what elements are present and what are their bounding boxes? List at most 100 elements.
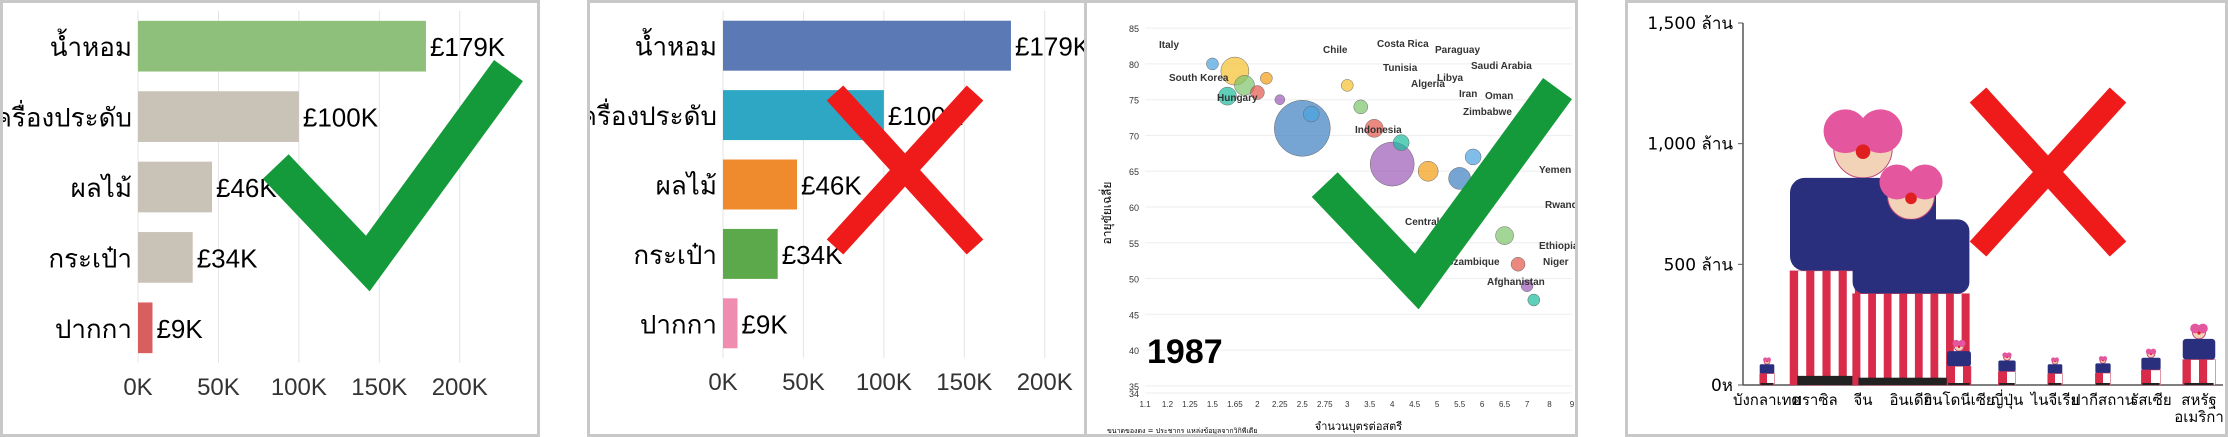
country-label: Algeria bbox=[1411, 79, 1445, 90]
x-tick-label: 5.5 bbox=[1454, 400, 1466, 409]
country-label: Costa Rica bbox=[1377, 39, 1429, 50]
clown-nose bbox=[1855, 144, 1871, 159]
clown-figure-icon bbox=[1759, 357, 1775, 386]
y-tick-label: 1,500 ล้าน bbox=[1647, 14, 1733, 34]
bubble bbox=[1341, 79, 1354, 92]
bar bbox=[138, 232, 193, 283]
clown-hair bbox=[1766, 357, 1771, 362]
country-label: Ethiopia bbox=[1539, 241, 1578, 252]
clown-figure-icon bbox=[2182, 323, 2216, 386]
clown-hair bbox=[1907, 164, 1943, 200]
value-label: £46K bbox=[801, 171, 862, 201]
clown-hair bbox=[2102, 356, 2108, 361]
clown-stripe bbox=[1961, 293, 1970, 385]
clown-shirt bbox=[2182, 338, 2216, 360]
clown-hair bbox=[2002, 352, 2008, 358]
clown-shirt bbox=[2141, 357, 2161, 370]
clown-nose bbox=[2006, 356, 2008, 359]
country-label: Central no bbox=[1405, 217, 1454, 228]
category-label: เครื่องประดับ bbox=[590, 98, 717, 132]
y-tick-label: 70 bbox=[1129, 131, 1139, 141]
x-tick-label: 1.5 bbox=[1207, 400, 1219, 409]
clown-nose bbox=[2150, 353, 2152, 356]
y-tick-label: 45 bbox=[1129, 310, 1139, 320]
x-tick-label: 100K bbox=[271, 374, 327, 401]
check-mark-icon bbox=[1311, 78, 1572, 310]
clown-hair bbox=[2145, 348, 2152, 355]
bubble bbox=[1510, 256, 1526, 272]
country-label: Oman bbox=[1485, 91, 1513, 102]
x-tick-label: 9 bbox=[1570, 400, 1575, 409]
category-label: กระเป๋า bbox=[633, 241, 717, 271]
year-label: 1987 bbox=[1147, 333, 1223, 371]
category-label: ไนจีเรีย bbox=[2030, 391, 2080, 409]
x-tick-label: 50K bbox=[197, 374, 240, 401]
clown-stripe bbox=[1899, 293, 1908, 385]
clown-shoes bbox=[1858, 377, 1964, 385]
clown-stripe bbox=[1822, 270, 1831, 385]
bar bbox=[723, 20, 1011, 71]
clown-hair bbox=[2006, 352, 2012, 358]
x-tick-label: 3.5 bbox=[1364, 400, 1376, 409]
clown-stripe bbox=[2141, 369, 2151, 385]
check-mark-icon bbox=[262, 60, 523, 292]
x-tick-label: 6.5 bbox=[1499, 400, 1511, 409]
value-label: £179K bbox=[430, 32, 506, 62]
clown-shirt bbox=[2095, 363, 2111, 374]
category-label: บราซิล bbox=[1792, 391, 1837, 409]
country-label: Niger bbox=[1543, 257, 1569, 268]
country-label: Hungary bbox=[1217, 93, 1258, 104]
bar-chart-bad: 0K 50K 100K 150K 200K น้ำหอม £179K เครื่องประดั… bbox=[590, 11, 1091, 396]
bar bbox=[138, 20, 426, 72]
category-label: น้ำหอม bbox=[635, 28, 717, 63]
x-tick-label: 200K bbox=[432, 374, 488, 401]
x-tick-label: 200K bbox=[1017, 369, 1073, 396]
clown-stripe bbox=[1962, 366, 1971, 385]
country-label: Afghanistan bbox=[1487, 277, 1545, 288]
x-tick-label: 100K bbox=[856, 369, 912, 396]
clown-stripe bbox=[1806, 270, 1815, 385]
clown-hair bbox=[1958, 339, 1966, 348]
x-tick-label: 1.1 bbox=[1139, 400, 1151, 409]
cross-stroke-2 bbox=[826, 85, 984, 255]
value-label: £9K bbox=[156, 314, 203, 344]
country-label: Mozambique bbox=[1439, 257, 1500, 268]
clown-stripe bbox=[2095, 373, 2103, 385]
x-tick-label: 1.25 bbox=[1182, 400, 1198, 409]
clown-shoes bbox=[2096, 383, 2110, 385]
bar bbox=[723, 228, 778, 279]
clown-shirt bbox=[2047, 364, 2063, 374]
category-label: ปากกา bbox=[640, 310, 717, 340]
cross-stroke-2 bbox=[1969, 87, 2127, 257]
category-label: น้ำหอม bbox=[50, 28, 132, 63]
clown-stripe bbox=[1838, 270, 1847, 385]
clown-stripe bbox=[2199, 359, 2208, 385]
category-label: สหรัฐ bbox=[2181, 391, 2216, 409]
country-label: Indonesia bbox=[1355, 125, 1402, 136]
clown-shoes bbox=[1760, 383, 1774, 385]
bubble bbox=[1234, 75, 1255, 96]
bubble bbox=[1274, 100, 1331, 157]
y-tick-label: 500 ล้าน bbox=[1664, 255, 1734, 275]
clown-hair bbox=[1858, 109, 1903, 154]
clown-figure-icon bbox=[2047, 357, 2063, 386]
clown-shirt bbox=[1852, 219, 1970, 294]
chart-panel-4: 0ห 500 ล้าน 1,000 ล้าน 1,500 ล้าน บังกลาเทศบ… bbox=[1625, 0, 2228, 437]
y-axis-label: อายุขัยเฉลี่ย bbox=[1098, 182, 1115, 245]
clown-stripe bbox=[1852, 293, 1861, 385]
bubble bbox=[1353, 99, 1368, 115]
x-tick-label: 7 bbox=[1525, 400, 1530, 409]
bar bbox=[723, 298, 738, 349]
category-label: กระเป๋า bbox=[48, 244, 132, 274]
value-label: £100K bbox=[303, 103, 379, 133]
y-tick-label: 60 bbox=[1129, 203, 1139, 213]
clown-nose bbox=[1766, 360, 1768, 363]
x-tick-label: 2.5 bbox=[1297, 400, 1309, 409]
clown-figure-icon bbox=[2141, 348, 2161, 386]
bubble bbox=[1392, 134, 1410, 151]
x-tick-label: 6 bbox=[1480, 400, 1485, 409]
x-tick-label: 5 bbox=[1435, 400, 1440, 409]
bar bbox=[723, 159, 797, 210]
footer-note: ขนาดของดง = ประชากร แหล่งข้อมูลจากวิกิพี… bbox=[1107, 427, 1257, 435]
